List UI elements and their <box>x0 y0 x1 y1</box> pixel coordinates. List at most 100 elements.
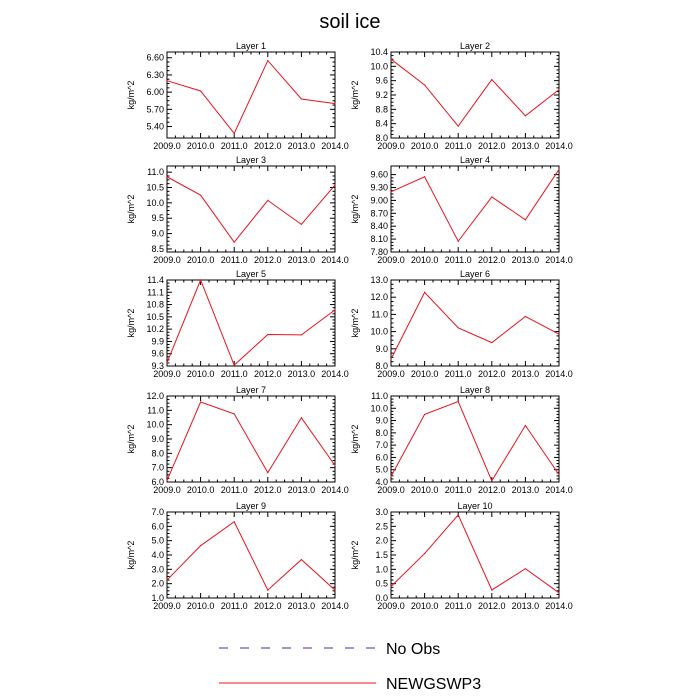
series-line-newgswp3 <box>390 169 560 243</box>
x-tick-label: 2010.0 <box>411 485 439 495</box>
panel-layer-1: Layer 1 2009.0 2010.0 2011.0 2012.0 2013.0 201… <box>126 41 349 151</box>
plot-frame <box>390 165 560 253</box>
data-point <box>457 240 459 242</box>
y-tick-label: 11.1 <box>147 287 164 297</box>
panel-title: Layer 4 <box>460 155 490 165</box>
x-tick-label: 2013.0 <box>288 485 316 495</box>
data-point <box>200 90 202 92</box>
data-point <box>558 168 560 171</box>
data-point <box>267 589 269 591</box>
data-point <box>233 132 235 135</box>
data-point <box>491 589 493 591</box>
data-point <box>491 480 493 482</box>
x-tick-label: 2011.0 <box>445 141 472 151</box>
y-tick-label: 8.10 <box>370 234 388 244</box>
panel-layer-5: Layer 5 2009.0 2010.0 2011.0 2012.0 2013.0 201… <box>126 269 349 379</box>
y-tick-label: 9.3 <box>151 361 164 371</box>
x-tick-label: 2013.0 <box>512 601 540 611</box>
x-tick-label: 2013.0 <box>512 141 540 151</box>
y-tick-label: 9.6 <box>375 76 388 86</box>
y-tick-label: 6.0 <box>151 521 164 531</box>
data-point <box>491 342 493 344</box>
x-tick-label: 2009.0 <box>377 369 405 379</box>
data-point <box>300 334 302 336</box>
data-point <box>457 514 459 516</box>
y-axis-label: kg/m^2 <box>126 195 136 224</box>
data-point <box>558 474 560 476</box>
x-tick-label: 2011.0 <box>445 255 472 265</box>
x-tick-label: 2014.0 <box>321 601 349 611</box>
y-tick-label: 10.2 <box>146 324 164 334</box>
x-tick-label: 2010.0 <box>411 141 439 151</box>
y-tick-label: 10.0 <box>370 327 388 337</box>
data-point <box>267 199 269 201</box>
x-tick-label: 2009.0 <box>153 141 181 151</box>
data-point <box>200 279 202 281</box>
x-tick-label: 2012.0 <box>478 485 506 495</box>
x-tick-label: 2012.0 <box>254 485 282 495</box>
panel-title: Layer 5 <box>236 269 266 279</box>
data-point <box>524 568 527 570</box>
panel-title: Layer 8 <box>460 385 490 395</box>
panel-layer-6: Layer 6 2009.0 2010.0 2011.0 2012.0 2013.0 201… <box>350 269 573 379</box>
x-tick-label: 2009.0 <box>153 255 181 265</box>
x-tick-label: 2014.0 <box>545 485 573 495</box>
data-point <box>166 579 168 581</box>
y-axis-label: kg/m^2 <box>126 541 136 570</box>
x-tick-label: 2014.0 <box>321 141 349 151</box>
data-point <box>390 191 392 193</box>
x-tick-label: 2014.0 <box>545 369 573 379</box>
data-point <box>524 115 527 117</box>
data-point <box>558 592 560 594</box>
panel-title: Layer 9 <box>236 501 266 511</box>
y-tick-label: 9.00 <box>370 195 388 205</box>
data-point <box>166 362 168 364</box>
y-tick-label: 0.0 <box>375 593 388 603</box>
y-tick-label: 9.0 <box>151 434 164 444</box>
y-tick-label: 10.0 <box>370 61 388 71</box>
x-tick-label: 2013.0 <box>288 255 316 265</box>
y-tick-label: 11.4 <box>147 275 164 285</box>
data-point <box>558 89 560 91</box>
y-tick-label: 6.00 <box>146 87 164 97</box>
series-line-newgswp3 <box>166 176 336 243</box>
data-point <box>524 424 527 427</box>
x-tick-label: 2009.0 <box>377 141 405 151</box>
y-axis-label: kg/m^2 <box>350 425 360 454</box>
panel-title: Layer 7 <box>236 385 266 395</box>
y-tick-label: 8.5 <box>151 244 164 254</box>
data-point <box>267 472 269 474</box>
x-tick-label: 2010.0 <box>187 141 215 151</box>
data-point <box>491 196 493 198</box>
legend-label-1: No Obs <box>386 641 440 658</box>
data-point <box>166 80 168 82</box>
data-point <box>200 545 202 547</box>
data-point <box>267 60 269 62</box>
x-tick-label: 2014.0 <box>545 601 573 611</box>
y-tick-label: 1.0 <box>151 593 164 603</box>
y-tick-label: 5.40 <box>146 122 164 132</box>
data-point <box>558 333 560 335</box>
y-tick-label: 10.0 <box>146 198 164 208</box>
data-point <box>390 475 392 478</box>
x-tick-label: 2011.0 <box>445 485 472 495</box>
panels: Layer 1 2009.0 2010.0 2011.0 2012.0 2013.0 201… <box>126 41 573 611</box>
y-tick-label: 7.0 <box>375 440 388 450</box>
panel-title: Layer 2 <box>460 41 490 51</box>
data-point <box>300 98 302 100</box>
data-point <box>524 315 527 318</box>
y-tick-label: 9.6 <box>151 349 164 359</box>
x-tick-label: 2011.0 <box>445 369 472 379</box>
x-tick-label: 2014.0 <box>321 369 349 379</box>
y-tick-label: 7.0 <box>151 463 164 473</box>
y-tick-label: 10.0 <box>370 403 388 413</box>
x-tick-label: 2009.0 <box>377 485 405 495</box>
y-tick-label: 9.30 <box>370 183 388 193</box>
data-point <box>267 333 269 336</box>
y-tick-label: 6.30 <box>146 70 164 80</box>
panel-layer-9: Layer 9 2009.0 2010.0 2011.0 2012.0 2013.0 201… <box>126 501 349 611</box>
data-point <box>390 585 392 588</box>
x-tick-label: 2014.0 <box>321 255 349 265</box>
data-point <box>334 464 336 467</box>
